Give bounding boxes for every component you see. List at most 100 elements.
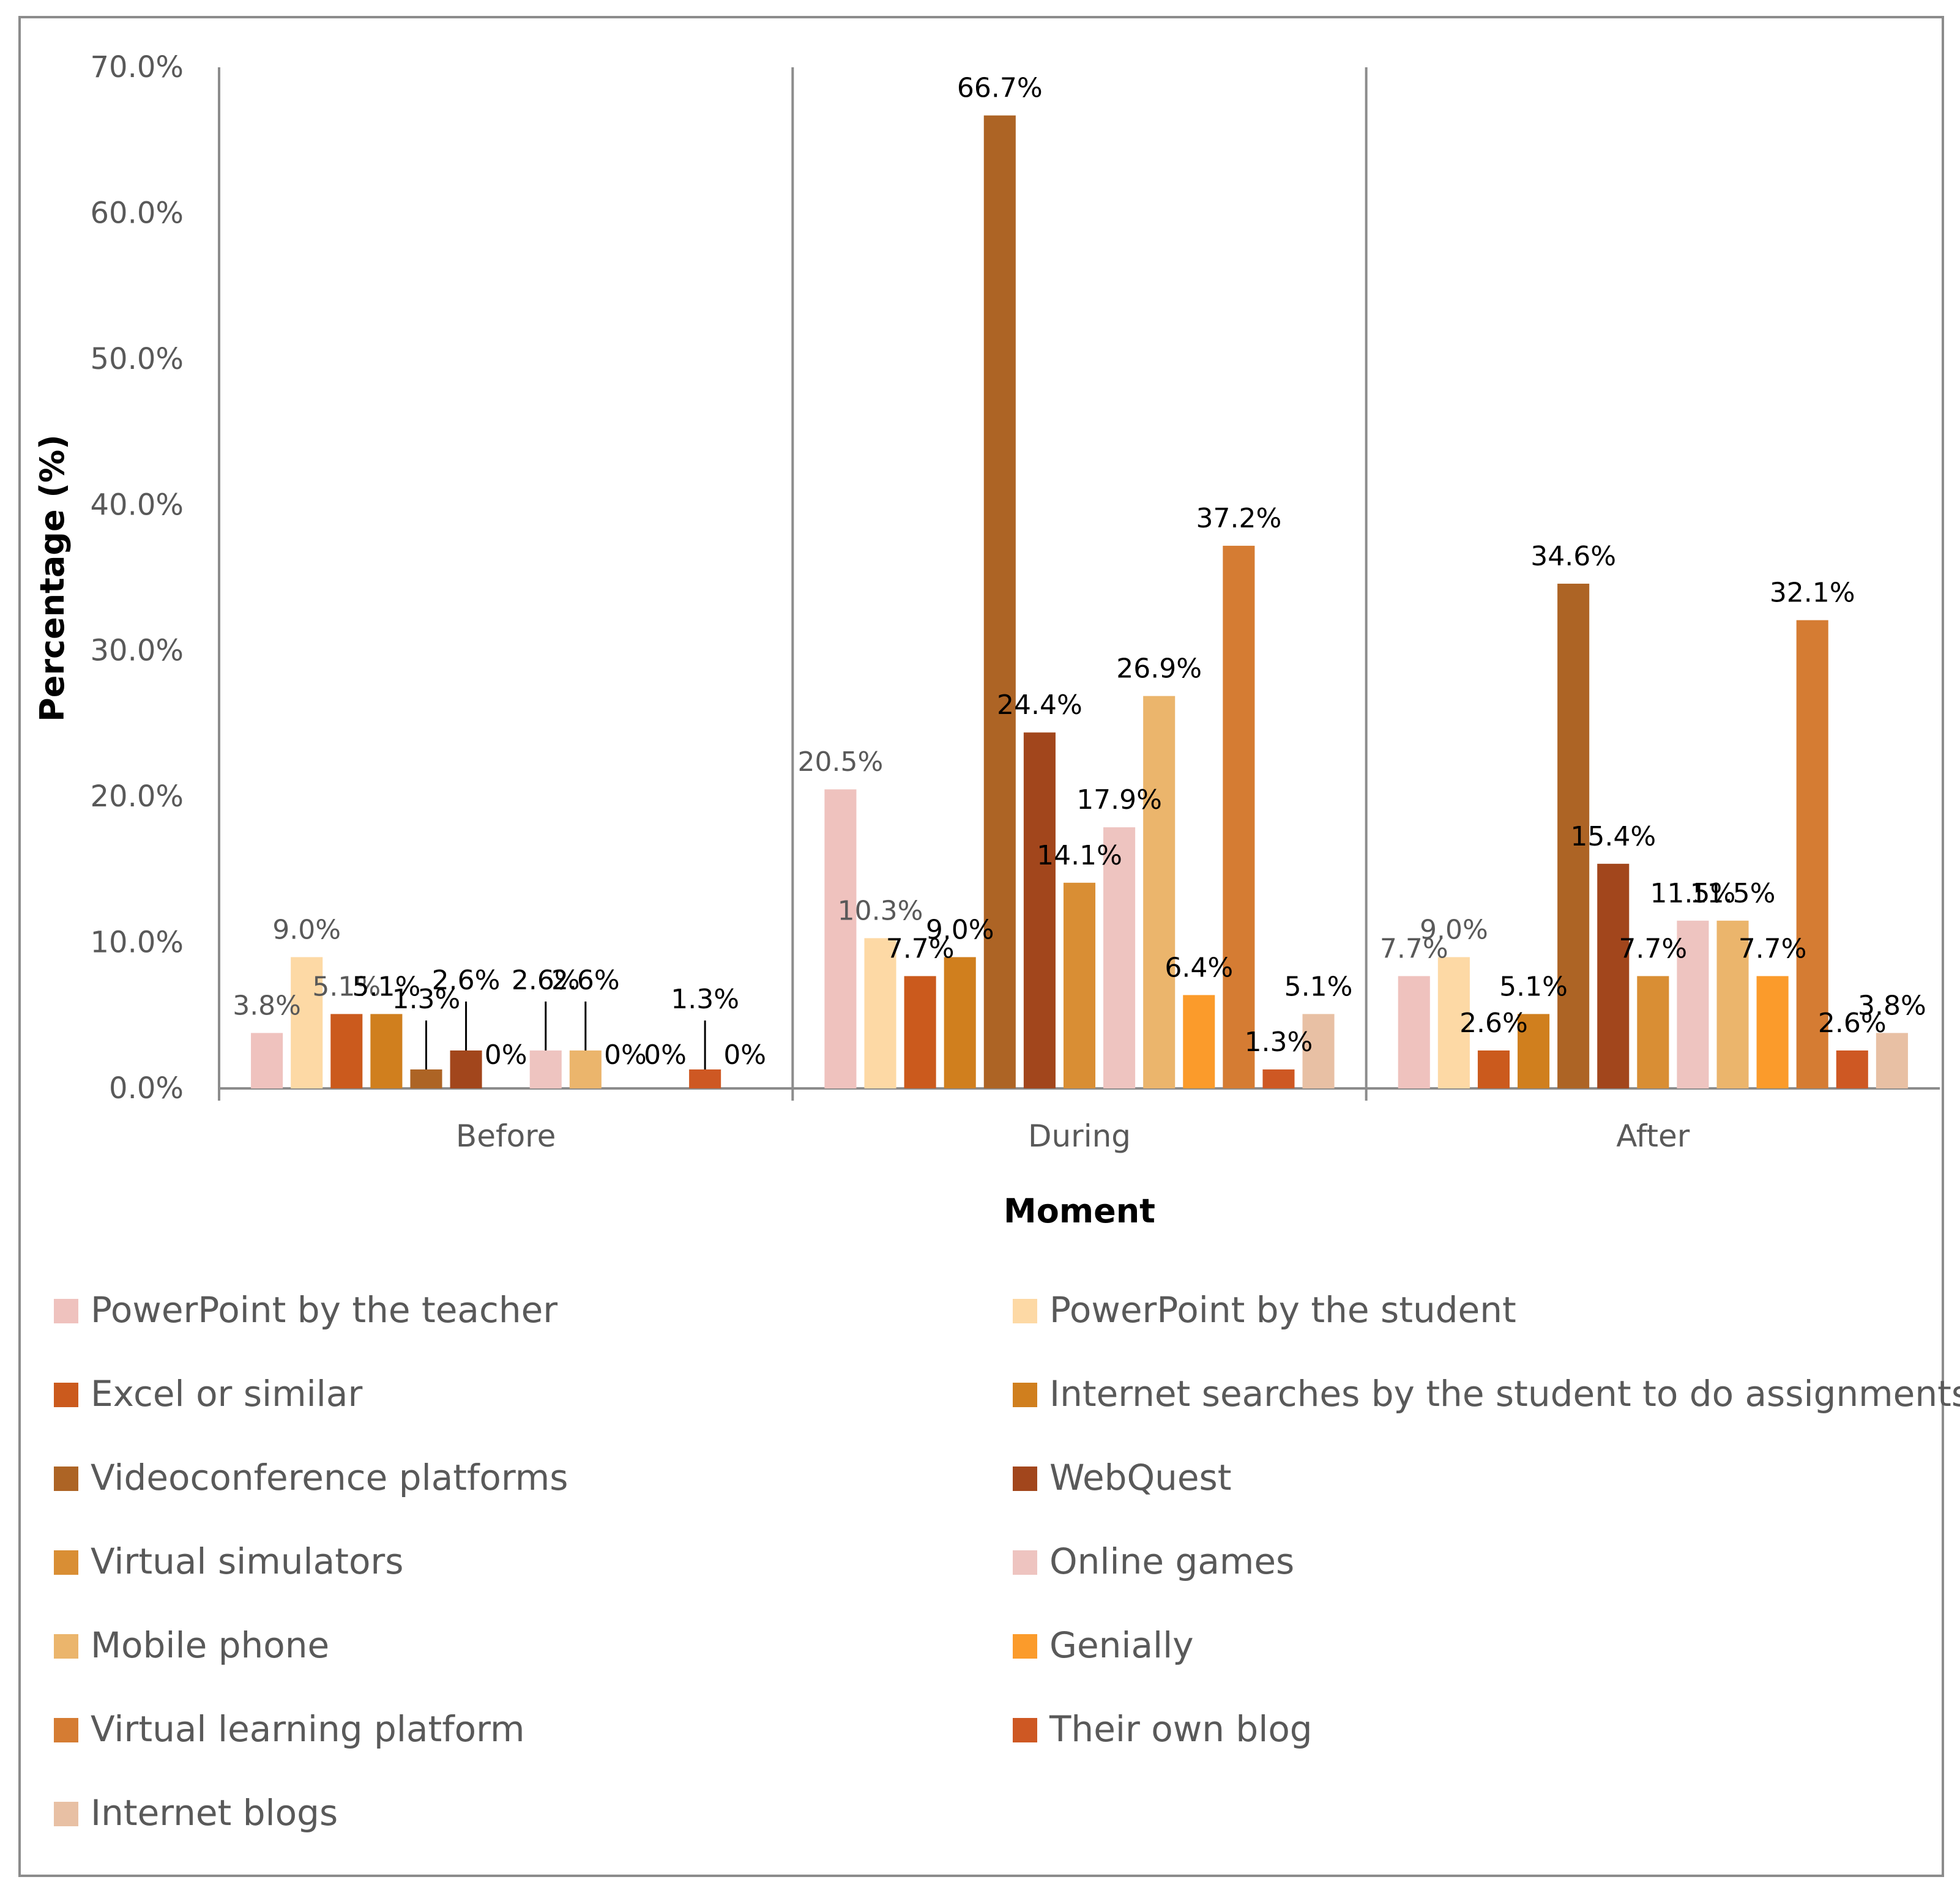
- data-label: 3.8%: [233, 990, 301, 1021]
- bar: [1302, 1014, 1335, 1088]
- bar: [1677, 920, 1709, 1088]
- bar: [330, 1014, 363, 1088]
- bar: [1183, 995, 1215, 1088]
- data-label: 2.6%: [432, 965, 501, 996]
- data-label: 20.5%: [798, 746, 884, 778]
- bar: [1796, 620, 1828, 1088]
- legend-swatch: [54, 1802, 78, 1826]
- legend-label: Online games: [1049, 1541, 1294, 1582]
- bar: [1477, 1050, 1510, 1088]
- legend-label: WebQuest: [1049, 1457, 1232, 1498]
- legend-swatch: [1013, 1383, 1037, 1407]
- y-tick-label: 40.0%: [91, 488, 184, 522]
- bar: [1876, 1033, 1908, 1088]
- data-label: 34.6%: [1530, 541, 1616, 572]
- bar: [1756, 976, 1789, 1088]
- data-label: 10.3%: [838, 895, 923, 926]
- bar: [1103, 827, 1136, 1088]
- x-axis-title: Moment: [1004, 1192, 1155, 1230]
- data-label: 0%: [644, 1039, 687, 1071]
- y-tick-label: 50.0%: [91, 342, 184, 376]
- bar: [1398, 976, 1430, 1088]
- legend-swatch: [1013, 1718, 1037, 1742]
- y-axis-title: Percentage (%): [33, 434, 72, 722]
- bar: [450, 1050, 482, 1088]
- data-label: 1.3%: [1245, 1027, 1313, 1058]
- bar: [864, 938, 896, 1088]
- bar: [1437, 957, 1470, 1088]
- bar: [529, 1050, 562, 1088]
- legend-swatch: [54, 1383, 78, 1407]
- data-label: 5.1%: [1499, 971, 1568, 1002]
- legend-swatch: [54, 1634, 78, 1659]
- bar: [291, 957, 323, 1088]
- data-label: 11.5%: [1650, 878, 1736, 909]
- data-label: 17.9%: [1076, 784, 1162, 816]
- data-label: 2.6%: [1818, 1008, 1887, 1039]
- legend-swatch: [1013, 1550, 1037, 1575]
- data-label: 3.8%: [1858, 990, 1926, 1021]
- bar: [1716, 920, 1749, 1088]
- legend-label: Excel or similar: [91, 1373, 362, 1415]
- legend-swatch: [54, 1718, 78, 1742]
- legend-swatch: [54, 1299, 78, 1323]
- data-label: 5.1%: [312, 971, 381, 1002]
- legend-label: Internet searches by the student to do a…: [1049, 1373, 1960, 1415]
- bar: [370, 1014, 403, 1088]
- x-category-label: After: [1616, 1118, 1690, 1154]
- data-label: 2.6%: [512, 965, 580, 996]
- data-label: 26.9%: [1116, 653, 1202, 685]
- legend-swatch: [1013, 1467, 1037, 1491]
- bar: [569, 1050, 602, 1088]
- legend-label: PowerPoint by the student: [1049, 1289, 1516, 1331]
- bar: [1063, 882, 1096, 1088]
- data-label: 0%: [723, 1039, 766, 1071]
- data-label: 7.7%: [1380, 933, 1448, 964]
- y-tick-label: 70.0%: [91, 50, 184, 84]
- legend-label: PowerPoint by the teacher: [91, 1289, 557, 1331]
- bar: [1557, 584, 1590, 1088]
- data-label: 2.6%: [551, 965, 620, 996]
- y-tick-label: 20.0%: [91, 779, 184, 814]
- legend-swatch: [1013, 1634, 1037, 1659]
- data-label: 1.3%: [671, 984, 739, 1015]
- bar: [944, 957, 976, 1088]
- legend-swatch: [54, 1467, 78, 1491]
- bar: [251, 1033, 283, 1088]
- y-tick-label: 60.0%: [91, 196, 184, 230]
- data-label: 2.6%: [1459, 1008, 1528, 1039]
- data-label: 24.4%: [997, 690, 1082, 721]
- bar: [1518, 1014, 1550, 1088]
- bar: [1262, 1069, 1295, 1088]
- legend-label: Virtual simulators: [91, 1541, 404, 1582]
- data-label: 7.7%: [1619, 933, 1687, 964]
- data-label: 5.1%: [1284, 971, 1353, 1002]
- bar: [1597, 863, 1630, 1088]
- bar: [983, 115, 1016, 1089]
- data-label: 66.7%: [957, 73, 1043, 104]
- data-label: 11.5%: [1690, 878, 1776, 909]
- data-label: 9.0%: [926, 914, 994, 945]
- legend-swatch: [1013, 1299, 1037, 1323]
- legend-swatch: [54, 1550, 78, 1575]
- data-label: 37.2%: [1196, 503, 1281, 534]
- data-label: 9.0%: [1420, 914, 1488, 945]
- bar: [904, 976, 936, 1088]
- data-label: 9.0%: [272, 914, 341, 945]
- legend-label: Videoconference platforms: [91, 1457, 568, 1498]
- x-category-label: Before: [456, 1118, 556, 1154]
- bar: [410, 1069, 442, 1088]
- bar: [1223, 546, 1255, 1088]
- data-label: 0%: [485, 1039, 527, 1071]
- legend-label: Internet blogs: [91, 1792, 338, 1834]
- chart-border: [18, 16, 1944, 1877]
- bar: [1143, 696, 1176, 1088]
- data-label: 7.7%: [886, 933, 955, 964]
- bar: [1637, 976, 1669, 1088]
- x-category-label: During: [1028, 1118, 1131, 1154]
- data-label: 5.1%: [352, 971, 420, 1002]
- data-label: 1.3%: [392, 984, 461, 1015]
- bar: [1836, 1050, 1868, 1088]
- data-label: 0%: [604, 1039, 647, 1071]
